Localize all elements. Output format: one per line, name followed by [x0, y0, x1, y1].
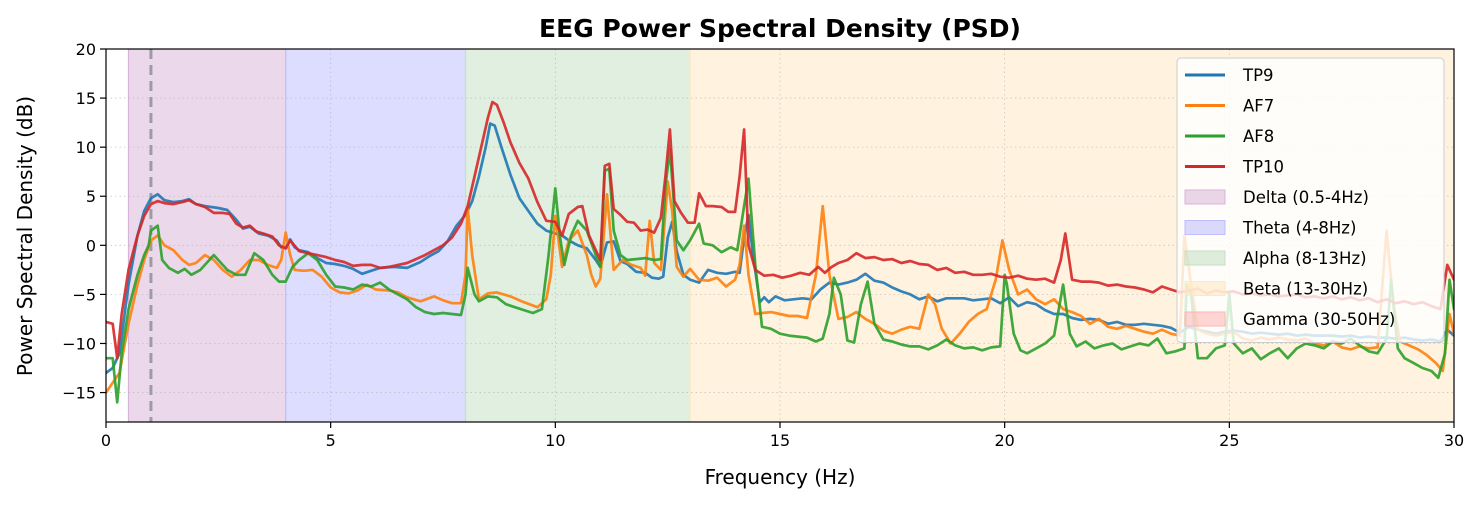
legend-label-tp9: TP9 — [1242, 66, 1274, 85]
y-tick-label-0: −15 — [62, 384, 96, 403]
legend-label-band-3: Beta (13-30Hz) — [1243, 280, 1368, 299]
chart-title: EEG Power Spectral Density (PSD) — [539, 14, 1021, 43]
legend-label-band-0: Delta (0.5-4Hz) — [1243, 188, 1369, 207]
legend-swatch-band-4 — [1184, 311, 1226, 327]
legend: TP9 AF7 AF8 TP10 Delta (0.5-4Hz) Theta (4-8Hz… — [1176, 57, 1445, 343]
legend-label-band-4: Gamma (30-50Hz) — [1243, 310, 1395, 329]
legend-box — [1176, 57, 1445, 343]
x-tick-label-3: 15 — [770, 431, 790, 450]
legend-swatch-band-1 — [1184, 220, 1226, 235]
legend-label-band-1: Theta (4-8Hz) — [1242, 219, 1356, 238]
x-tick-label-2: 10 — [545, 431, 565, 450]
series-af8 — [106, 147, 1454, 404]
x-tick-label-4: 20 — [994, 431, 1014, 450]
legend-label-band-2: Alpha (8-13Hz) — [1243, 249, 1367, 268]
legend-label-tp10: TP10 — [1242, 158, 1284, 177]
legend-swatch-band-3 — [1184, 281, 1226, 296]
legend-label-af7: AF7 — [1243, 97, 1274, 116]
y-axis-label: Power Spectral Density (dB) — [13, 96, 37, 376]
x-tick-label-1: 5 — [326, 431, 336, 450]
y-tick-label-2: −5 — [72, 285, 96, 304]
y-tick-label-5: 10 — [76, 138, 96, 157]
x-tick-label-5: 25 — [1219, 431, 1239, 450]
legend-swatch-band-2 — [1184, 250, 1226, 266]
x-axis-label: Frequency (Hz) — [705, 465, 856, 489]
y-tick-label-4: 5 — [86, 187, 96, 206]
axis-ticks: 0 5 10 15 20 25 30 −15 −10 −5 0 5 10 15 20 — [62, 40, 1464, 450]
x-tick-label-6: 30 — [1444, 431, 1464, 450]
band-1 — [285, 49, 466, 422]
frequency-bands — [127, 49, 1454, 422]
y-tick-label-7: 20 — [76, 40, 96, 59]
legend-swatch-band-0 — [1184, 189, 1226, 205]
legend-label-af8: AF8 — [1243, 127, 1274, 146]
y-tick-label-3: 0 — [86, 236, 96, 255]
y-tick-label-1: −10 — [62, 334, 96, 353]
y-tick-label-6: 15 — [76, 89, 96, 108]
band-0 — [128, 49, 286, 422]
band-2 — [465, 49, 691, 422]
x-tick-label-0: 0 — [101, 431, 111, 450]
